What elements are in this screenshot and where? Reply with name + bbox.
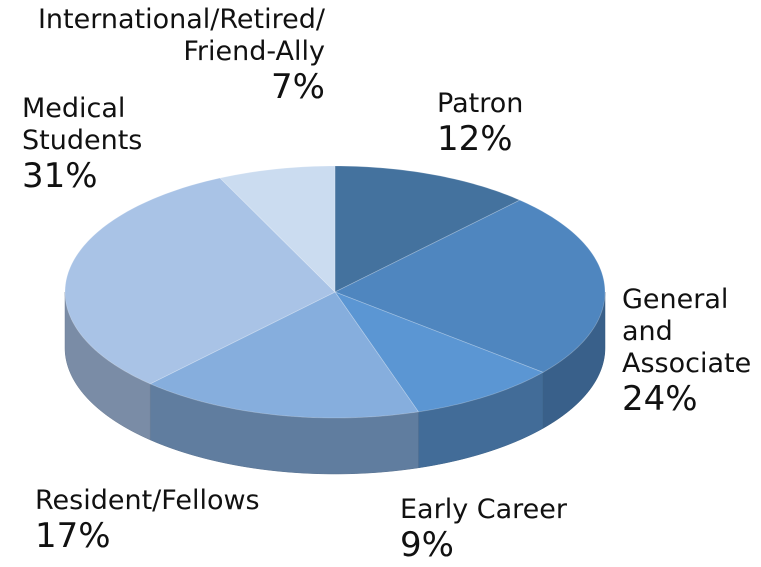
value-label: 7% [271,67,325,107]
slice [334,165,521,293]
category-name: General and Associate [622,284,752,379]
value-label: 31% [22,156,98,196]
slice-label: Patron 12% [437,88,523,158]
slice-label: International/Retired/ Friend-Ally 7% [38,4,325,106]
slice [219,165,336,293]
slice-label: General and Associate 24% [622,284,751,418]
slice-label: Early Career 9% [400,494,567,564]
slice [149,291,420,419]
slice [64,177,336,385]
category-name: Patron [437,88,524,119]
value-label: 17% [35,516,111,556]
slice-label: Medical Students 31% [22,93,142,195]
slice [334,199,606,373]
slice-side [64,291,151,441]
category-name: Resident/Fellows [35,485,260,516]
slice-label: Resident/Fellows 17% [35,485,260,555]
value-label: 12% [437,119,513,159]
slice [333,291,544,413]
category-name: Medical Students [22,93,143,156]
category-name: International/Retired/ Friend-Ally [37,4,325,67]
category-name: Early Career [400,494,567,525]
value-label: 9% [400,525,454,565]
value-label: 24% [622,379,698,419]
